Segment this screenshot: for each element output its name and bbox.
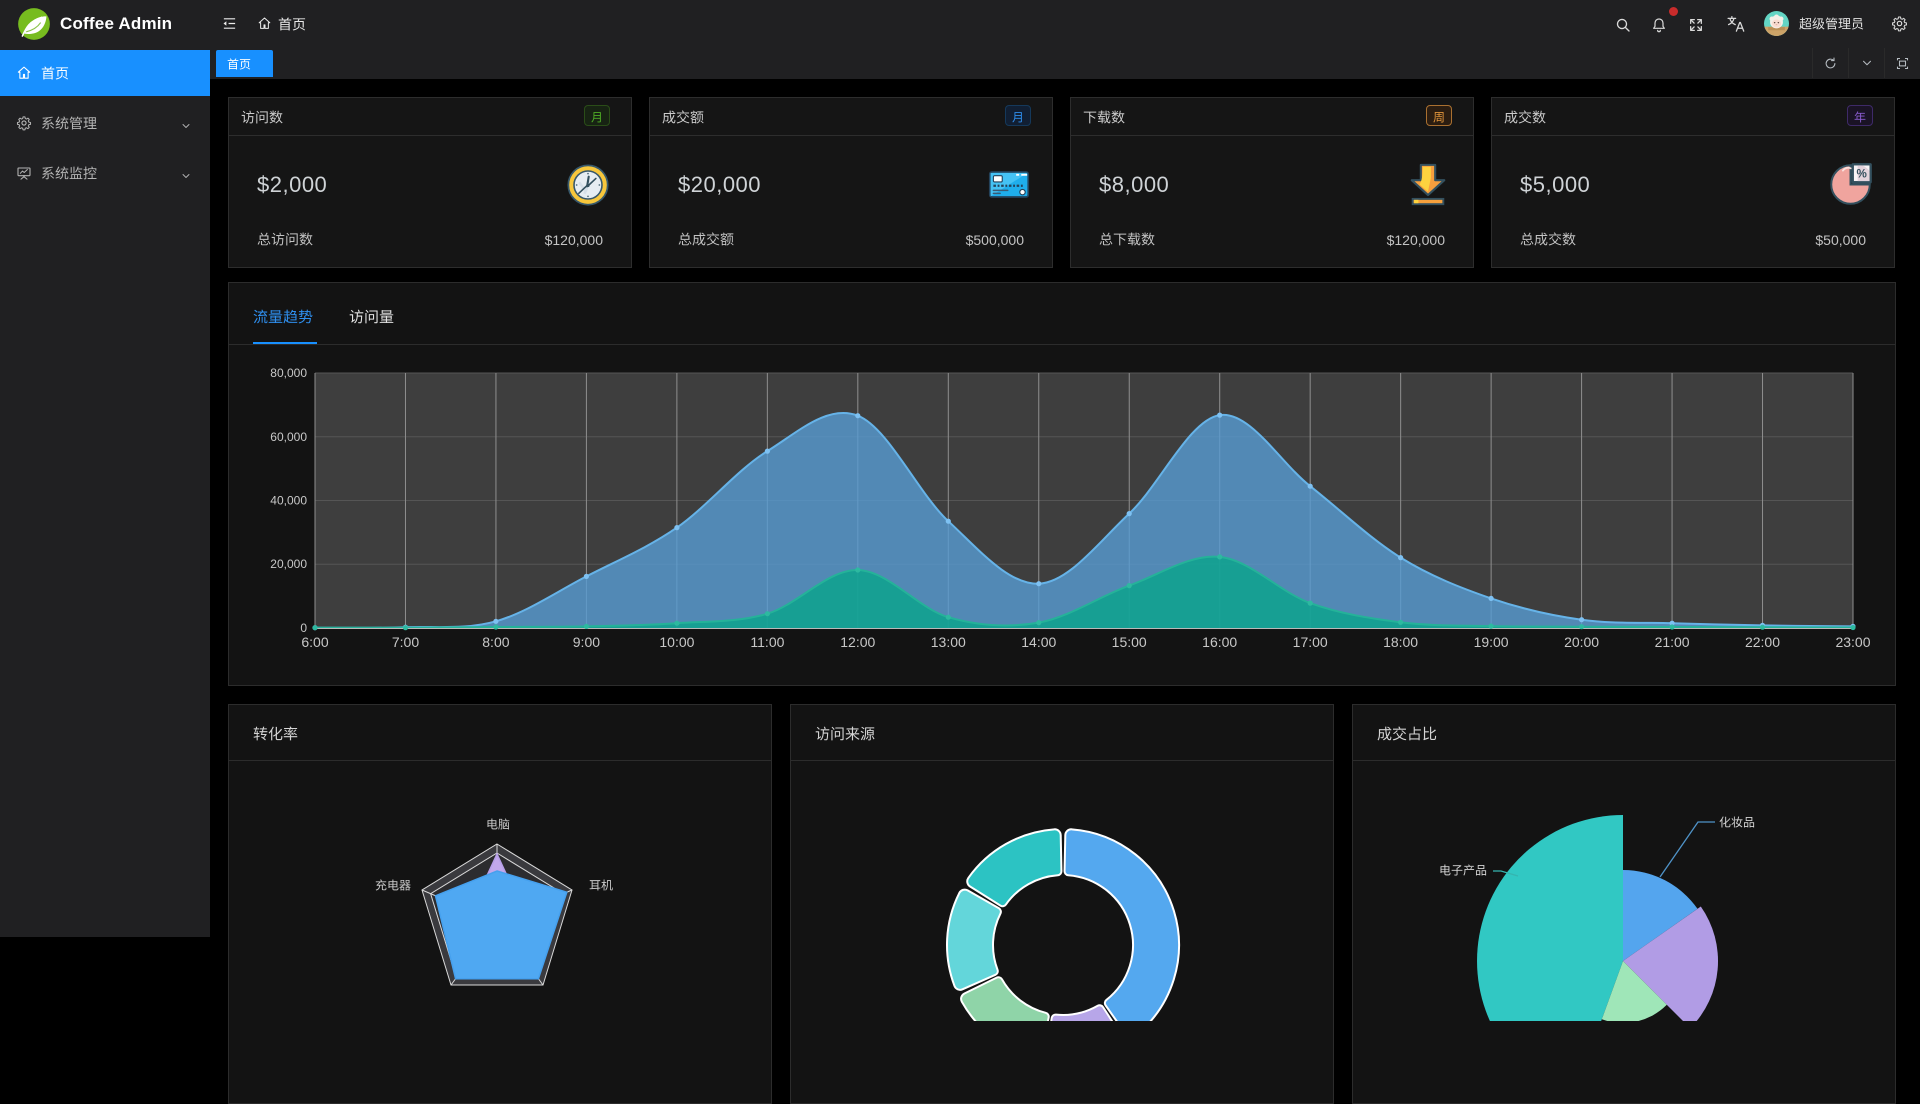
svg-text:19:00: 19:00 [1474, 634, 1509, 650]
svg-text:0: 0 [300, 621, 307, 635]
svg-text:20,000: 20,000 [270, 557, 307, 571]
svg-text:%: % [1857, 167, 1868, 180]
svg-text:9:00: 9:00 [573, 634, 600, 650]
svg-text:40,000: 40,000 [270, 494, 307, 508]
svg-text:18:00: 18:00 [1383, 634, 1418, 650]
svg-text:11:00: 11:00 [750, 634, 784, 650]
svg-text:12:00: 12:00 [840, 634, 875, 650]
svg-text:80,000: 80,000 [270, 366, 307, 380]
svg-text:8:00: 8:00 [482, 634, 509, 650]
svg-text:16:00: 16:00 [1202, 634, 1237, 650]
svg-text:7:00: 7:00 [392, 634, 419, 650]
svg-text:6:00: 6:00 [301, 634, 328, 650]
svg-text:13:00: 13:00 [931, 634, 966, 650]
svg-text:15:00: 15:00 [1112, 634, 1147, 650]
svg-text:60,000: 60,000 [270, 430, 307, 444]
svg-text:17:00: 17:00 [1293, 634, 1328, 650]
svg-text:22:00: 22:00 [1745, 634, 1780, 650]
svg-text:23:00: 23:00 [1835, 634, 1870, 650]
svg-text:14:00: 14:00 [1021, 634, 1056, 650]
svg-text:21:00: 21:00 [1655, 634, 1690, 650]
svg-text:10:00: 10:00 [659, 634, 694, 650]
svg-text:20:00: 20:00 [1564, 634, 1599, 650]
